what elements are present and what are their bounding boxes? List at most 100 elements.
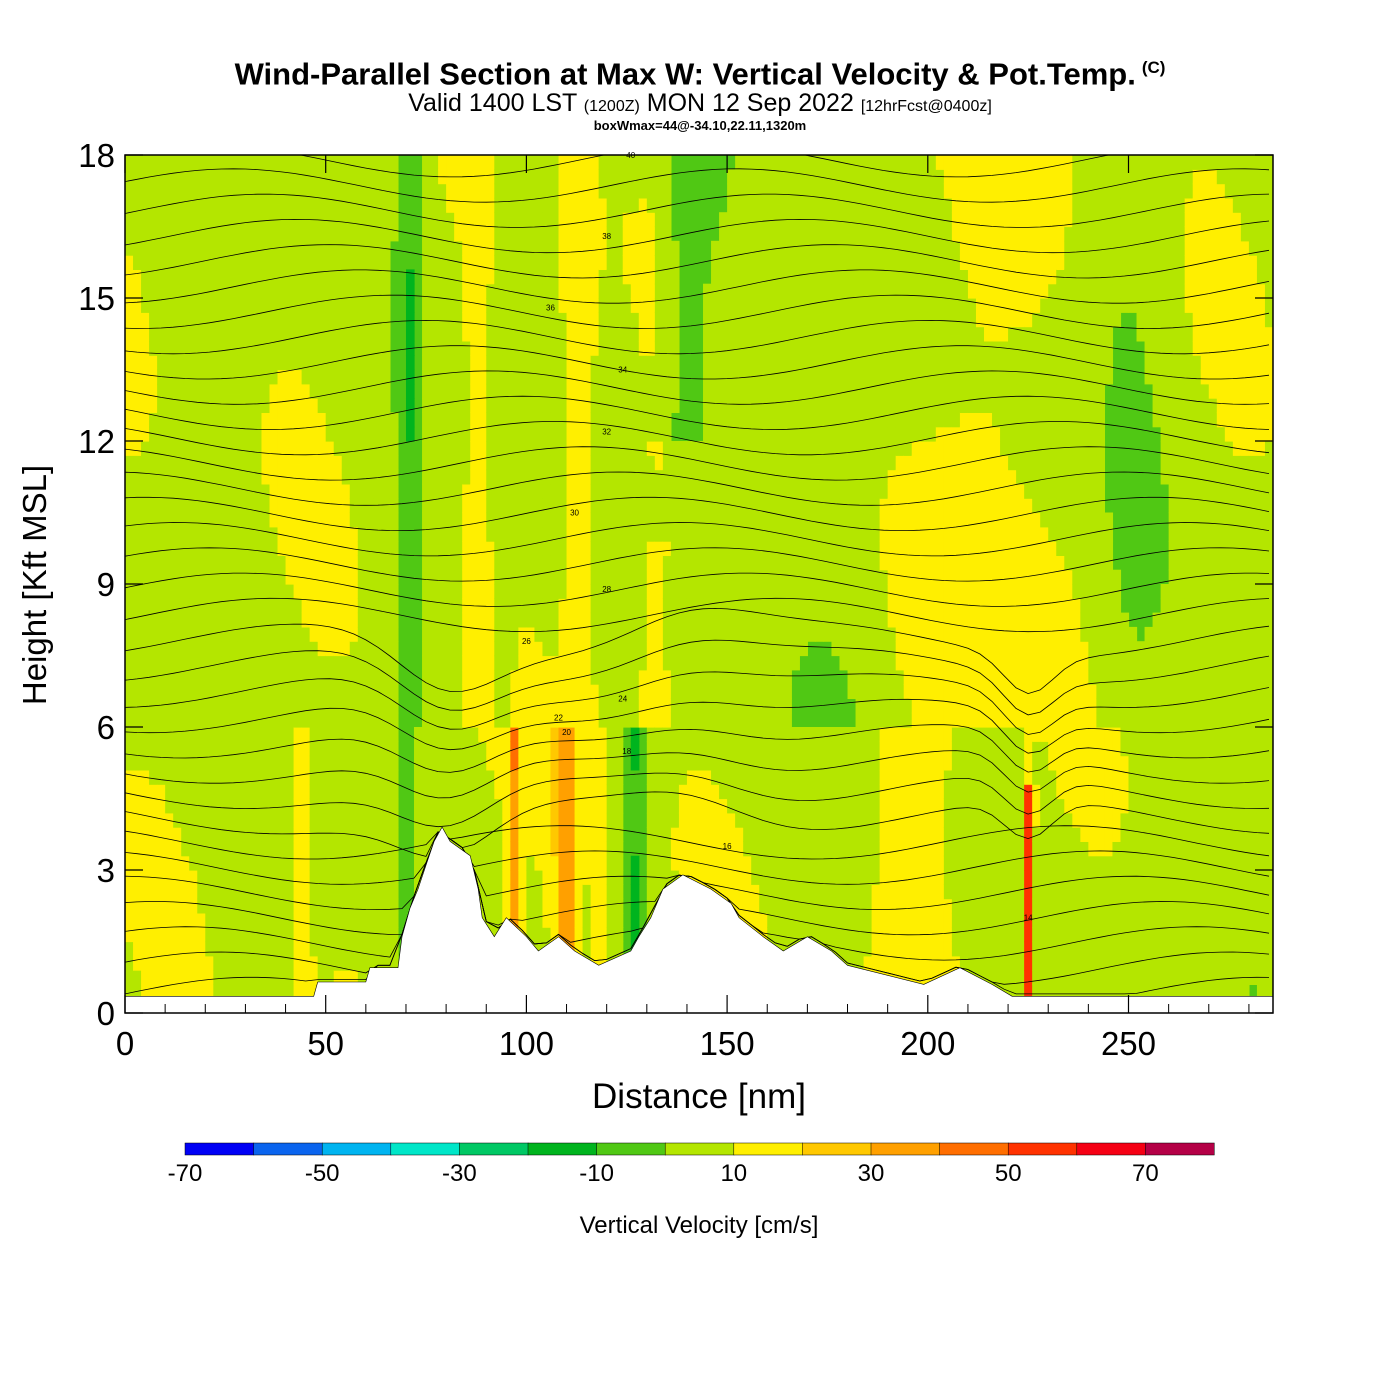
- velocity-cell: [751, 812, 760, 828]
- velocity-cell: [526, 526, 536, 542]
- velocity-cell: [277, 183, 287, 199]
- velocity-cell: [478, 255, 487, 270]
- velocity-cell: [165, 684, 174, 699]
- velocity-cell: [502, 412, 511, 428]
- velocity-cell: [462, 555, 471, 571]
- velocity-cell: [213, 755, 222, 771]
- velocity-cell: [205, 312, 214, 328]
- velocity-cell: [727, 369, 736, 385]
- velocity-cell: [317, 870, 327, 885]
- velocity-cell: [189, 569, 198, 585]
- velocity-cell: [438, 512, 447, 528]
- velocity-cell: [470, 183, 479, 199]
- velocity-cell: [349, 955, 359, 971]
- velocity-cell: [743, 183, 752, 199]
- velocity-cell: [341, 727, 351, 742]
- velocity-cell: [486, 369, 495, 385]
- velocity-cell: [157, 870, 166, 885]
- velocity-cell: [582, 197, 592, 213]
- velocity-cell: [815, 555, 825, 571]
- velocity-cell: [269, 784, 279, 800]
- velocity-cell: [205, 712, 214, 728]
- velocity-cell: [670, 326, 680, 342]
- velocity-cell: [518, 798, 527, 814]
- velocity-cell: [751, 469, 760, 485]
- velocity-cell: [582, 612, 592, 628]
- velocity-cell: [430, 827, 439, 842]
- velocity-cell: [133, 855, 142, 871]
- velocity-cell: [325, 855, 335, 871]
- velocity-cell: [534, 755, 544, 771]
- velocity-cell: [686, 483, 696, 499]
- velocity-cell: [365, 555, 375, 571]
- velocity-cell: [478, 698, 487, 714]
- velocity-cell: [229, 784, 238, 800]
- velocity-cell: [614, 398, 624, 413]
- velocity-cell: [558, 226, 568, 242]
- velocity-cell: [518, 498, 527, 514]
- velocity-cell: [550, 455, 560, 471]
- velocity-cell: [542, 398, 552, 413]
- velocity-cell: [173, 255, 182, 270]
- velocity-cell: [735, 827, 744, 842]
- velocity-cell: [630, 898, 640, 914]
- velocity-cell: [735, 884, 744, 900]
- velocity-cell: [261, 827, 271, 842]
- velocity-cell: [606, 183, 616, 199]
- velocity-cell: [221, 626, 230, 642]
- velocity-cell: [373, 698, 383, 714]
- velocity-cell: [373, 512, 383, 528]
- velocity-cell: [743, 526, 752, 542]
- velocity-cell: [237, 226, 247, 242]
- velocity-cell: [799, 498, 808, 514]
- velocity-cell: [606, 669, 616, 685]
- velocity-cell: [229, 855, 238, 871]
- velocity-cell: [622, 212, 632, 228]
- velocity-cell: [285, 512, 295, 528]
- velocity-cell: [502, 197, 511, 213]
- velocity-cell: [775, 283, 784, 299]
- velocity-cell: [670, 798, 680, 814]
- velocity-cell: [349, 555, 359, 571]
- velocity-cell: [333, 641, 343, 657]
- velocity-cell: [735, 584, 744, 599]
- velocity-cell: [430, 712, 439, 728]
- velocity-cell: [727, 283, 736, 299]
- velocity-cell: [566, 569, 576, 585]
- velocity-cell: [743, 298, 752, 313]
- velocity-cell: [157, 298, 166, 313]
- velocity-cell: [494, 512, 503, 528]
- velocity-cell: [173, 741, 182, 757]
- velocity-cell: [165, 555, 174, 571]
- velocity-cell: [253, 326, 263, 342]
- velocity-cell: [606, 755, 616, 771]
- velocity-cell: [518, 426, 527, 442]
- velocity-cell: [261, 955, 271, 971]
- velocity-cell: [373, 626, 383, 642]
- velocity-cell: [711, 712, 720, 728]
- velocity-cell: [325, 655, 335, 671]
- velocity-cell: [751, 870, 760, 885]
- velocity-cell: [438, 812, 447, 828]
- velocity-cell: [566, 326, 576, 342]
- velocity-cell: [711, 555, 720, 571]
- velocity-cell: [414, 855, 423, 871]
- velocity-cell: [173, 798, 182, 814]
- velocity-cell: [574, 641, 584, 657]
- velocity-cell: [622, 283, 632, 299]
- velocity-cell: [221, 812, 230, 828]
- velocity-cell: [646, 755, 656, 771]
- velocity-cell: [229, 684, 238, 699]
- velocity-cell: [293, 426, 303, 442]
- velocity-cell: [157, 197, 166, 213]
- velocity-cell: [357, 240, 367, 256]
- velocity-cell: [213, 169, 222, 185]
- velocity-cell: [309, 641, 319, 657]
- velocity-cell: [245, 898, 255, 914]
- velocity-cell: [566, 455, 576, 471]
- velocity-cell: [526, 884, 536, 900]
- velocity-cell: [181, 426, 190, 442]
- velocity-cell: [422, 398, 431, 413]
- velocity-cell: [510, 226, 519, 242]
- velocity-cell: [791, 870, 800, 885]
